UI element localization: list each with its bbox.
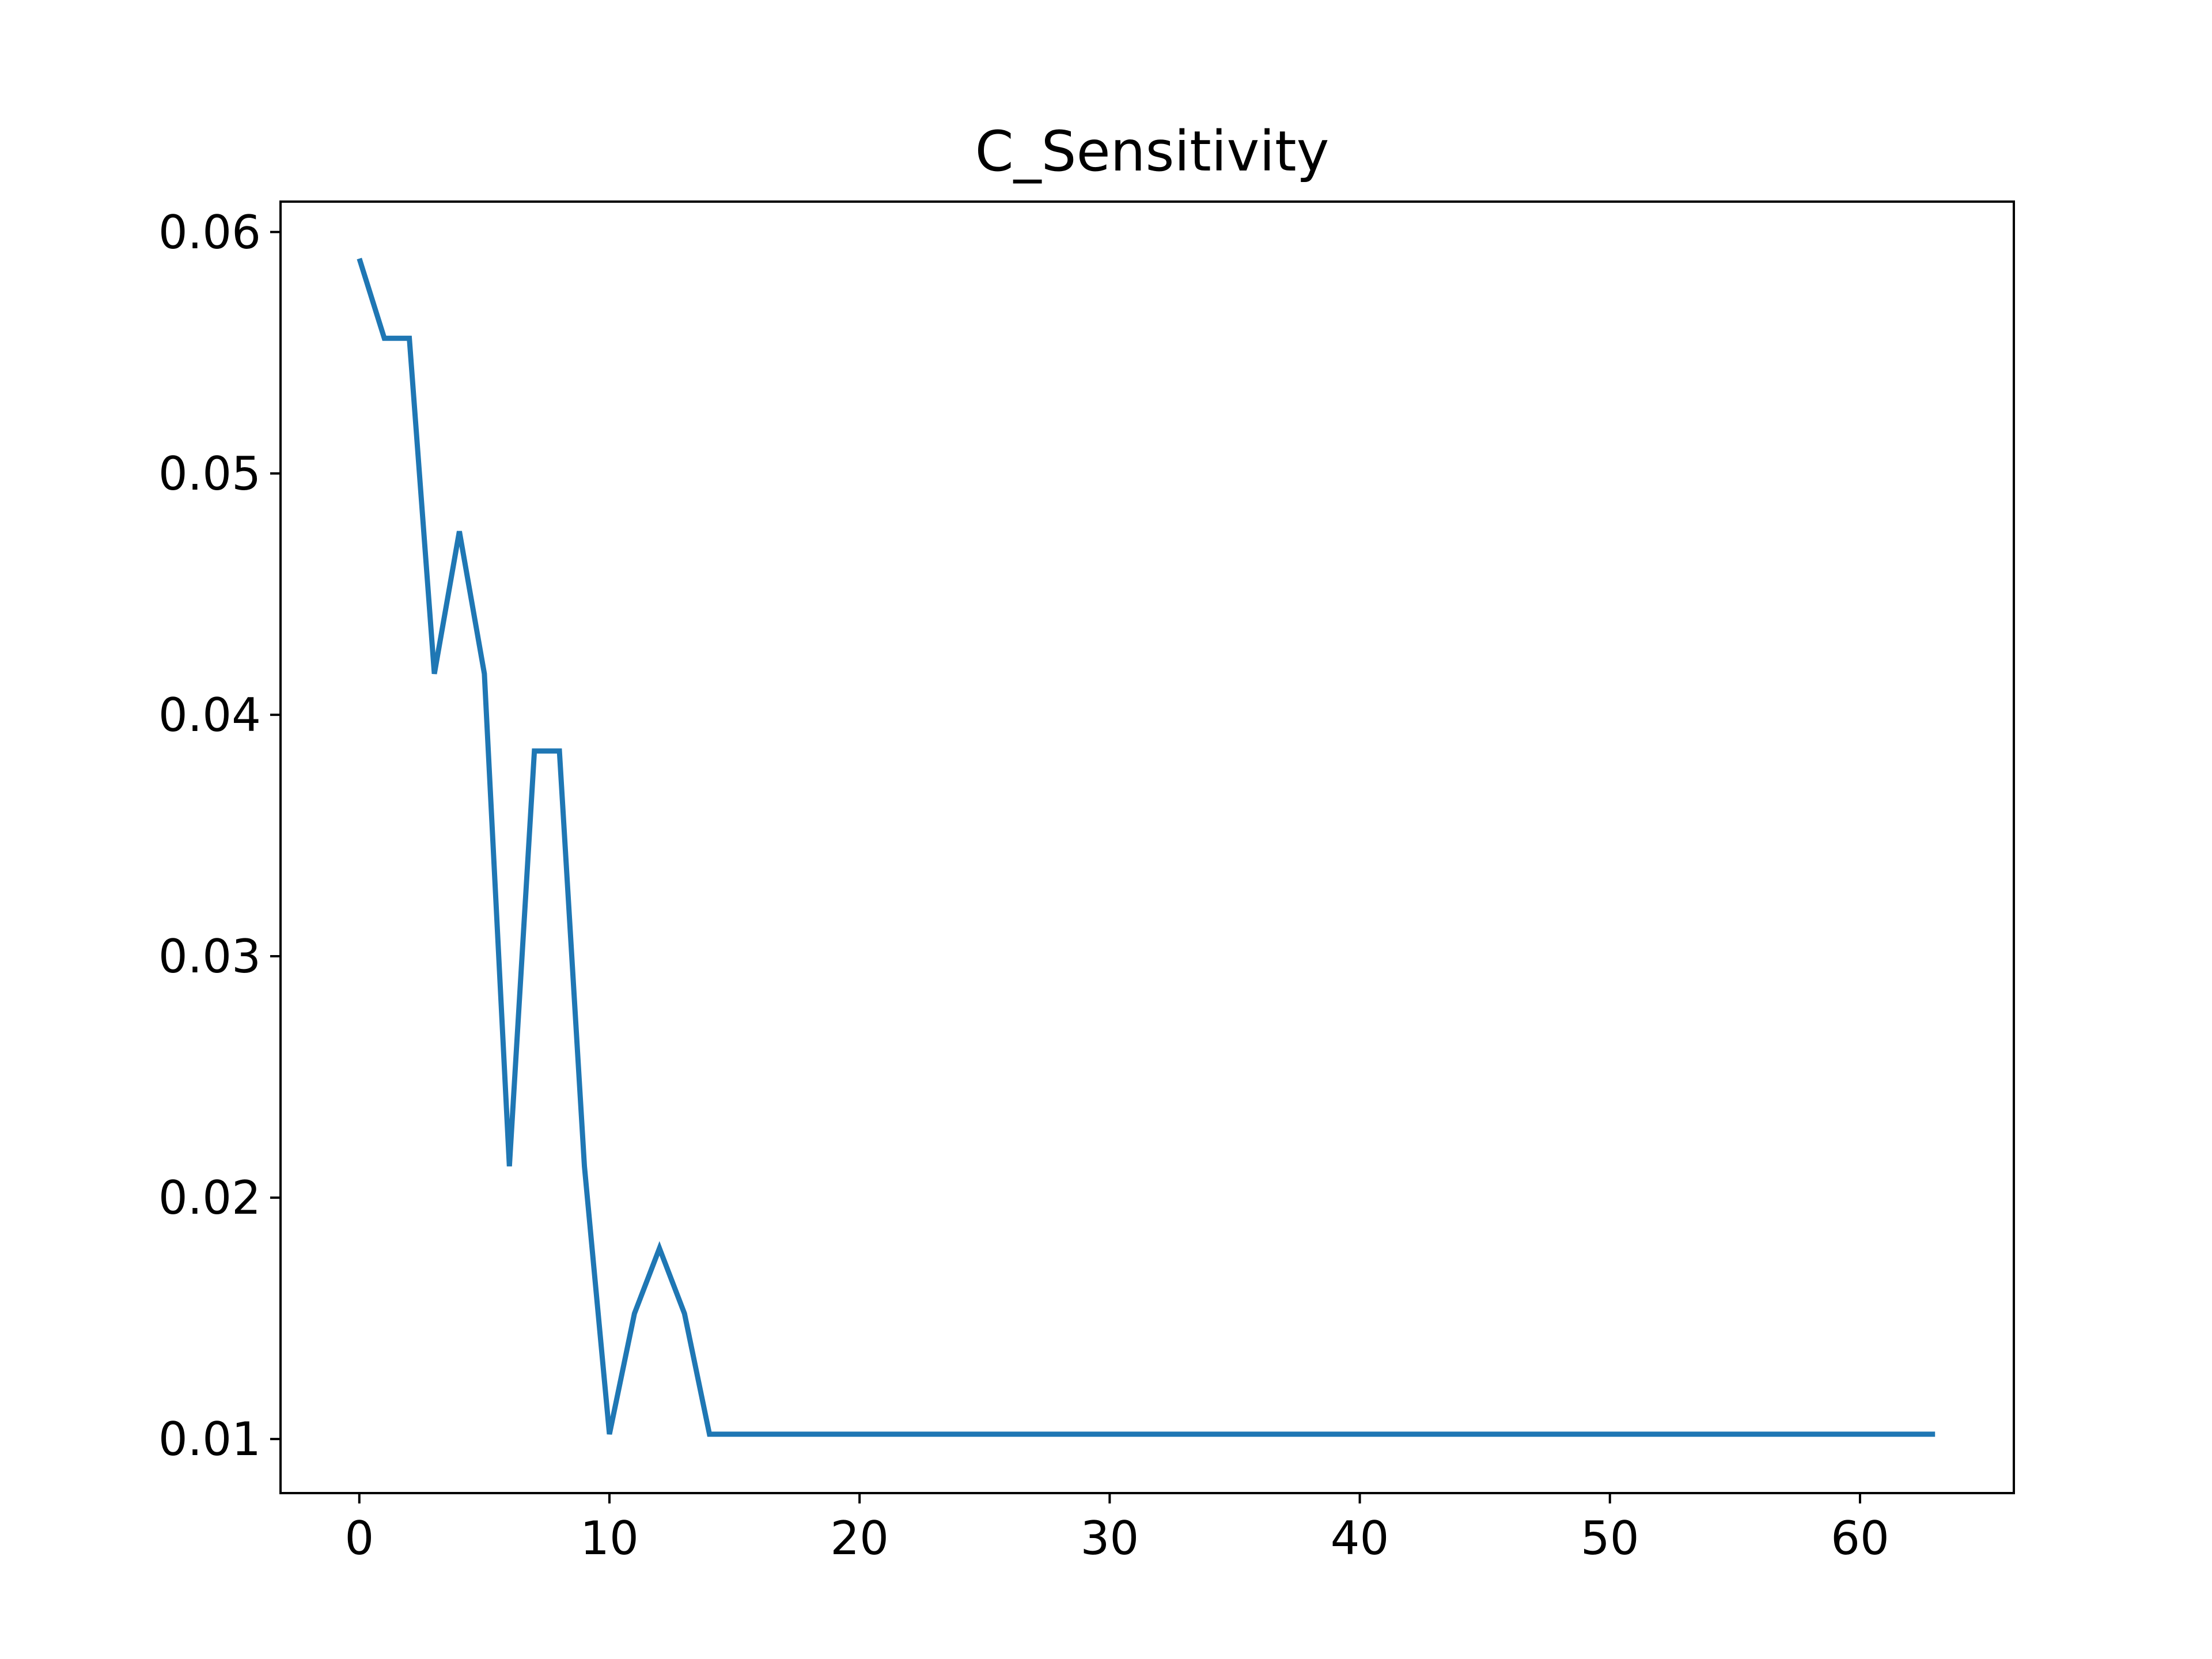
y-tick-label: 0.01	[158, 1412, 261, 1466]
series-line-0	[357, 257, 1936, 1437]
y-axis: 0.01 0.02 0.03 0.04 0.05 0.06	[158, 206, 281, 1466]
x-tick-label: 60	[1831, 1512, 1889, 1565]
plot-frame	[279, 200, 2015, 1494]
x-tick-label: 30	[1080, 1512, 1139, 1565]
x-tick-label: 40	[1331, 1512, 1389, 1565]
y-tick-label: 0.05	[158, 447, 261, 501]
chart-title: C_Sensitivity	[975, 119, 1330, 184]
x-tick-label: 0	[344, 1512, 374, 1565]
y-tick-label: 0.03	[158, 930, 261, 983]
y-tick-label: 0.02	[158, 1171, 261, 1225]
x-tick-label: 50	[1581, 1512, 1639, 1565]
x-tick-label: 20	[830, 1512, 889, 1565]
x-tick-label: 10	[580, 1512, 639, 1565]
x-axis: 0 10 20 30 40 50 60	[344, 1493, 1889, 1565]
y-tick-label: 0.06	[158, 206, 261, 259]
plot-area	[357, 257, 1936, 1437]
y-tick-label: 0.04	[158, 688, 261, 742]
